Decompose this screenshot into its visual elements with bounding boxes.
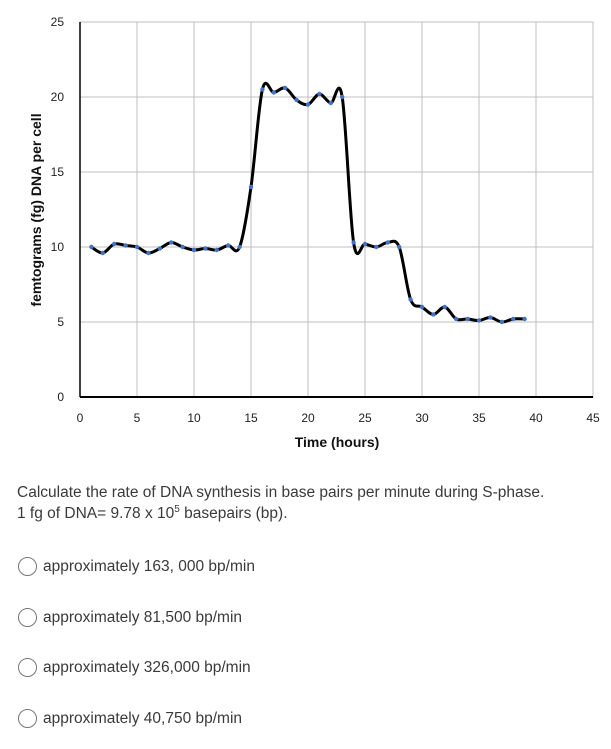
radio-button-icon[interactable]	[18, 557, 37, 576]
x-tick-label: 30	[415, 411, 429, 425]
data-point	[89, 244, 94, 250]
x-tick-label: 15	[244, 411, 258, 425]
x-tick-label: 20	[301, 411, 315, 425]
y-tick-label: 0	[57, 390, 64, 404]
question-line-2: 1 fg of DNA= 9.78 x 105 basepairs (bp).	[17, 503, 607, 524]
x-axis-title: Time (hours)	[295, 434, 380, 450]
data-point	[442, 304, 447, 310]
dna-content-chart: 0 5 10 15 20 25 30 35 40 45 0 5 10 15 20 25 Time (hours…	[28, 15, 600, 450]
data-point	[112, 241, 117, 247]
chart-tick-labels: 0 5 10 15 20 25 30 35 40 45 0 5 10 15 20 25	[51, 15, 600, 425]
chart-grid	[79, 21, 594, 398]
data-point	[100, 250, 106, 256]
data-point	[283, 85, 288, 91]
answer-option-label: approximately 40,750 bp/min	[43, 709, 243, 727]
radio-button-icon[interactable]	[18, 709, 37, 728]
data-point	[476, 318, 482, 323]
x-tick-label: 0	[77, 411, 84, 425]
data-point	[351, 240, 356, 245]
data-point	[385, 240, 390, 245]
answer-option-2[interactable]: approximately 81,500 bp/min	[18, 608, 242, 627]
data-point	[362, 241, 368, 247]
question-line-1: Calculate the rate of DNA synthesis in b…	[17, 484, 545, 501]
y-tick-label: 20	[51, 90, 65, 104]
data-point	[465, 316, 470, 322]
x-tick-label: 45	[586, 411, 600, 425]
data-point	[419, 304, 425, 310]
radio-button-icon[interactable]	[18, 608, 37, 627]
answer-option-3[interactable]: approximately 326,000 bp/min	[18, 658, 251, 677]
data-point	[226, 243, 231, 248]
plot-border	[79, 21, 594, 398]
x-tick-label: 40	[529, 411, 543, 425]
data-point	[134, 244, 140, 250]
data-point	[488, 315, 493, 320]
data-point	[271, 90, 276, 95]
data-point	[454, 316, 459, 322]
x-tick-label: 25	[358, 411, 372, 425]
data-point	[317, 91, 322, 97]
data-point	[408, 297, 413, 302]
y-axis-title: femtograms (fg) DNA per cell	[28, 113, 44, 306]
data-point	[248, 184, 254, 190]
data-point	[374, 244, 379, 250]
data-point	[191, 247, 197, 253]
x-tick-label: 5	[134, 411, 141, 425]
data-point	[260, 87, 265, 92]
y-tick-label: 25	[51, 15, 65, 29]
data-point	[157, 246, 162, 251]
answer-option-label: approximately 163, 000 bp/min	[43, 557, 255, 575]
question-line-2-exponent: 5	[174, 503, 180, 515]
data-point	[123, 243, 128, 248]
answer-option-label: approximately 326,000 bp/min	[43, 658, 251, 676]
question-line-2-suffix: basepairs (bp).	[179, 505, 288, 522]
data-point	[397, 244, 402, 250]
y-tick-label: 10	[51, 240, 65, 254]
data-point	[499, 319, 504, 325]
y-tick-label: 15	[51, 165, 65, 179]
data-point	[305, 102, 311, 107]
data-point	[214, 247, 219, 253]
series-points	[89, 85, 527, 325]
data-point	[180, 244, 185, 250]
answer-option-4[interactable]: approximately 40,750 bp/min	[18, 709, 242, 728]
data-point	[146, 250, 151, 256]
x-tick-label: 10	[187, 411, 201, 425]
data-point	[237, 244, 242, 250]
answer-option-label: approximately 81,500 bp/min	[43, 608, 243, 626]
data-point	[328, 100, 333, 106]
data-point	[431, 312, 436, 317]
y-tick-label: 5	[57, 315, 64, 329]
radio-button-icon[interactable]	[18, 658, 37, 677]
data-point	[511, 316, 516, 322]
x-tick-label: 35	[472, 411, 486, 425]
question-text: Calculate the rate of DNA synthesis in b…	[17, 482, 607, 524]
data-point	[203, 246, 208, 251]
question-line-2-prefix: 1 fg of DNA= 9.78 x 10	[17, 505, 175, 522]
data-point	[169, 240, 174, 245]
data-point	[522, 316, 527, 322]
data-point	[294, 97, 299, 103]
data-point	[340, 94, 345, 100]
answer-option-1[interactable]: approximately 163, 000 bp/min	[18, 557, 255, 576]
